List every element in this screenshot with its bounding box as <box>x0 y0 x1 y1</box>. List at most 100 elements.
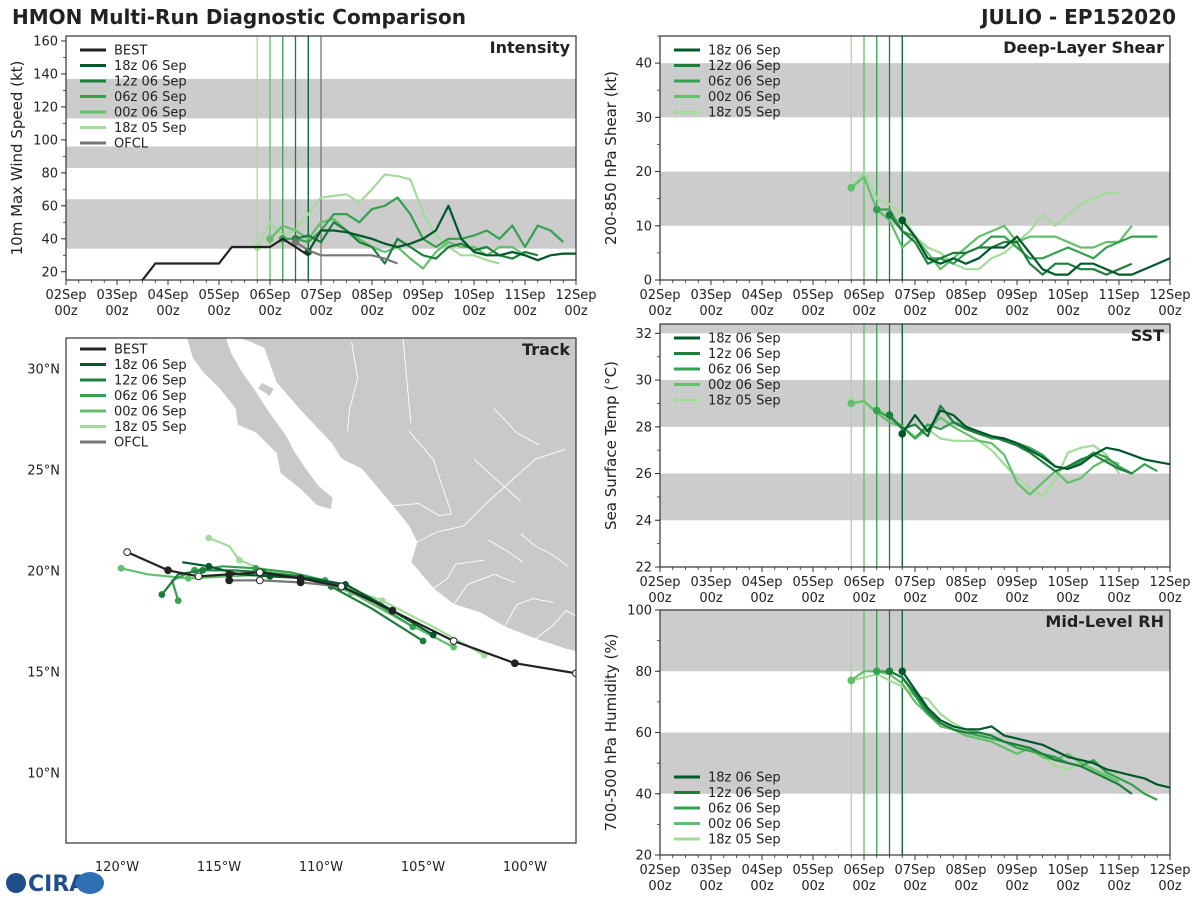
intensity-legend-label: 12z 06 Sep <box>114 75 187 90</box>
track-point-r18z06 <box>429 631 437 639</box>
sst-xtick-hour: 00z <box>852 591 876 606</box>
sst-ytick-label: 32 <box>635 327 652 342</box>
track-legend-label: 06z 06 Sep <box>114 389 187 404</box>
intensity-panel: 2040608010012014016002Sep00z03Sep00z04Se… <box>8 34 597 319</box>
intensity-xtick-hour: 00z <box>105 304 129 319</box>
track-point-best <box>255 568 264 577</box>
intensity-xtick-day: 10Sep <box>453 288 494 303</box>
sst-xtick-hour: 00z <box>1005 591 1029 606</box>
intensity-xtick-hour: 00z <box>156 304 180 319</box>
track-title: Track <box>522 340 570 359</box>
intensity-line-r18z06 <box>307 204 576 262</box>
shear-ytick-label: 20 <box>635 165 652 180</box>
track-legend-label: 12z 06 Sep <box>114 374 187 389</box>
shear-line-r18z05 <box>850 170 1119 271</box>
sst-xtick-day: 06Sep <box>843 575 884 590</box>
track-point-r00z06 <box>185 574 192 582</box>
state-border-3 <box>392 503 452 517</box>
track-point-best <box>388 606 397 615</box>
shear-line-r00z06 <box>850 175 1133 271</box>
track-line-ofcl <box>229 579 342 588</box>
intensity-ytick-label: 40 <box>41 232 58 247</box>
track-point-best <box>449 637 458 645</box>
shear-xtick-hour: 00z <box>852 304 876 319</box>
sst-xtick-day: 07Sep <box>894 575 935 590</box>
state-border-13 <box>488 539 524 563</box>
shear-legend-label: 18z 05 Sep <box>708 106 781 121</box>
sst-legend-label: 00z 06 Sep <box>708 378 781 393</box>
intensity-xtick-day: 06Sep <box>249 288 290 303</box>
sst-ytick-label: 22 <box>635 561 652 576</box>
sst-xtick-day: 02Sep <box>639 575 680 590</box>
sst-xtick-hour: 00z <box>954 591 978 606</box>
intensity-xtick-day: 02Sep <box>45 288 86 303</box>
rh-xtick-hour: 00z <box>852 879 876 894</box>
shear-legend-label: 18z 06 Sep <box>708 44 781 59</box>
rh-xtick-day: 02Sep <box>639 863 680 878</box>
shear-xtick-hour: 00z <box>750 304 774 319</box>
shear-ytick-label: 10 <box>635 219 652 234</box>
shear-xtick-hour: 00z <box>1158 304 1182 319</box>
intensity-ylabel: 10m Max Wind Speed (kt) <box>8 61 26 256</box>
state-border-11 <box>473 458 522 502</box>
intensity-ytick-label: 60 <box>41 199 58 214</box>
sst-legend-label: 12z 06 Sep <box>708 347 781 362</box>
sst-xtick-hour: 00z <box>801 591 825 606</box>
shear-band-1 <box>660 63 1170 118</box>
rh-xtick-day: 09Sep <box>996 863 1037 878</box>
shear-xtick-day: 10Sep <box>1047 288 1088 303</box>
track-legend-label: 00z 06 Sep <box>114 405 187 420</box>
intensity-xtick-hour: 00z <box>54 304 78 319</box>
shear-band-0 <box>660 171 1170 226</box>
rh-xtick-day: 03Sep <box>690 863 731 878</box>
rh-xtick-hour: 00z <box>903 879 927 894</box>
rh-xtick-hour: 00z <box>1158 879 1182 894</box>
track-point-best <box>194 572 203 581</box>
shear-xtick-day: 06Sep <box>843 288 884 303</box>
intensity-xtick-day: 07Sep <box>300 288 341 303</box>
sst-xtick-hour: 00z <box>648 591 672 606</box>
shear-title: Deep-Layer Shear <box>1003 38 1164 57</box>
intensity-xtick-hour: 00z <box>258 304 282 319</box>
intensity-legend-label: 18z 06 Sep <box>114 59 187 74</box>
state-border-8 <box>534 610 576 640</box>
intensity-ytick-label: 160 <box>33 34 58 49</box>
intensity-xtick-hour: 00z <box>564 304 588 319</box>
rh-xtick-hour: 00z <box>1107 879 1131 894</box>
sst-xtick-day: 08Sep <box>945 575 986 590</box>
track-point-r12z06 <box>419 637 427 645</box>
state-border-4 <box>416 525 464 543</box>
rh-legend-label: 18z 05 Sep <box>708 833 781 848</box>
track-point-r18z06 <box>205 562 213 570</box>
shear-xtick-hour: 00z <box>648 304 672 319</box>
sst-init-dot-r18z06 <box>898 430 907 438</box>
rh-ylabel: 700-500 hPa Humidity (%) <box>602 633 620 831</box>
track-point-r00z06 <box>450 643 457 651</box>
rh-legend-label: 18z 06 Sep <box>708 771 781 786</box>
shear-panel: 01020304002Sep00z03Sep00z04Sep00z05Sep00… <box>602 35 1191 319</box>
rh-xtick-hour: 00z <box>801 879 825 894</box>
lon-label: 115°W <box>197 860 241 875</box>
intensity-xtick-day: 12Sep <box>555 288 596 303</box>
rh-line-r18z06 <box>901 670 1170 789</box>
intensity-xtick-day: 09Sep <box>402 288 443 303</box>
shear-xtick-day: 07Sep <box>894 288 935 303</box>
intensity-xtick-day: 03Sep <box>96 288 137 303</box>
track-point-best <box>225 570 234 579</box>
state-border-10 <box>494 408 540 446</box>
intensity-title: Intensity <box>490 38 571 57</box>
sst-xtick-hour: 00z <box>1056 591 1080 606</box>
intensity-legend-label: 06z 06 Sep <box>114 90 187 105</box>
sst-ytick-label: 30 <box>635 374 652 389</box>
track-point-best <box>510 659 519 668</box>
sst-band-0 <box>660 473 1170 521</box>
shear-xtick-day: 05Sep <box>792 288 833 303</box>
intensity-ytick-label: 80 <box>41 166 58 181</box>
track-point-best <box>296 574 305 583</box>
rh-xtick-day: 05Sep <box>792 863 833 878</box>
sst-xtick-day: 09Sep <box>996 575 1037 590</box>
track-panel: 10°N 15°N 20°N 25°N 30°N 120°W 115°W 110°W 105°W… <box>27 337 577 875</box>
intensity-line-r18z05 <box>256 173 500 265</box>
sst-series-group <box>847 397 1170 498</box>
intensity-line-best <box>138 237 309 280</box>
